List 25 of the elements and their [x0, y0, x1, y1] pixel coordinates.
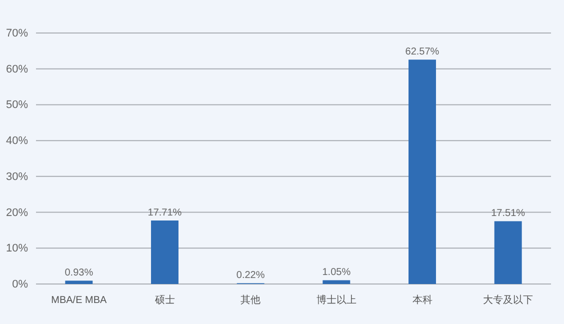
- y-tick-label: 30%: [6, 170, 28, 183]
- x-tick-label: 其他: [240, 294, 261, 306]
- bar: [408, 60, 436, 284]
- bar: [494, 221, 522, 284]
- y-tick-label: 50%: [6, 99, 28, 112]
- data-label: 1.05%: [322, 267, 351, 278]
- y-tick-label: 20%: [6, 206, 28, 219]
- data-label: 0.93%: [64, 268, 94, 279]
- y-tick-label: 60%: [6, 63, 28, 76]
- y-tick-label: 40%: [6, 135, 28, 148]
- x-tick-label: 本科: [412, 294, 432, 306]
- data-label: 17.71%: [148, 207, 182, 218]
- x-tick-label: MBA/E MBA: [51, 295, 108, 306]
- data-label: 0.22%: [236, 270, 265, 282]
- bar: [322, 280, 350, 284]
- y-tick-label: 10%: [6, 242, 28, 255]
- data-label: 62.57%: [405, 46, 440, 58]
- bar: [65, 280, 93, 284]
- x-tick-label: 硕士: [154, 294, 175, 306]
- y-tick-label: 70%: [6, 28, 28, 40]
- y-tick-label: 0%: [12, 278, 28, 291]
- bar: [151, 220, 178, 284]
- data-label: 17.51%: [491, 208, 526, 220]
- x-tick-label: 大专及以下: [483, 294, 534, 306]
- x-tick-label: 博士以上: [316, 294, 356, 306]
